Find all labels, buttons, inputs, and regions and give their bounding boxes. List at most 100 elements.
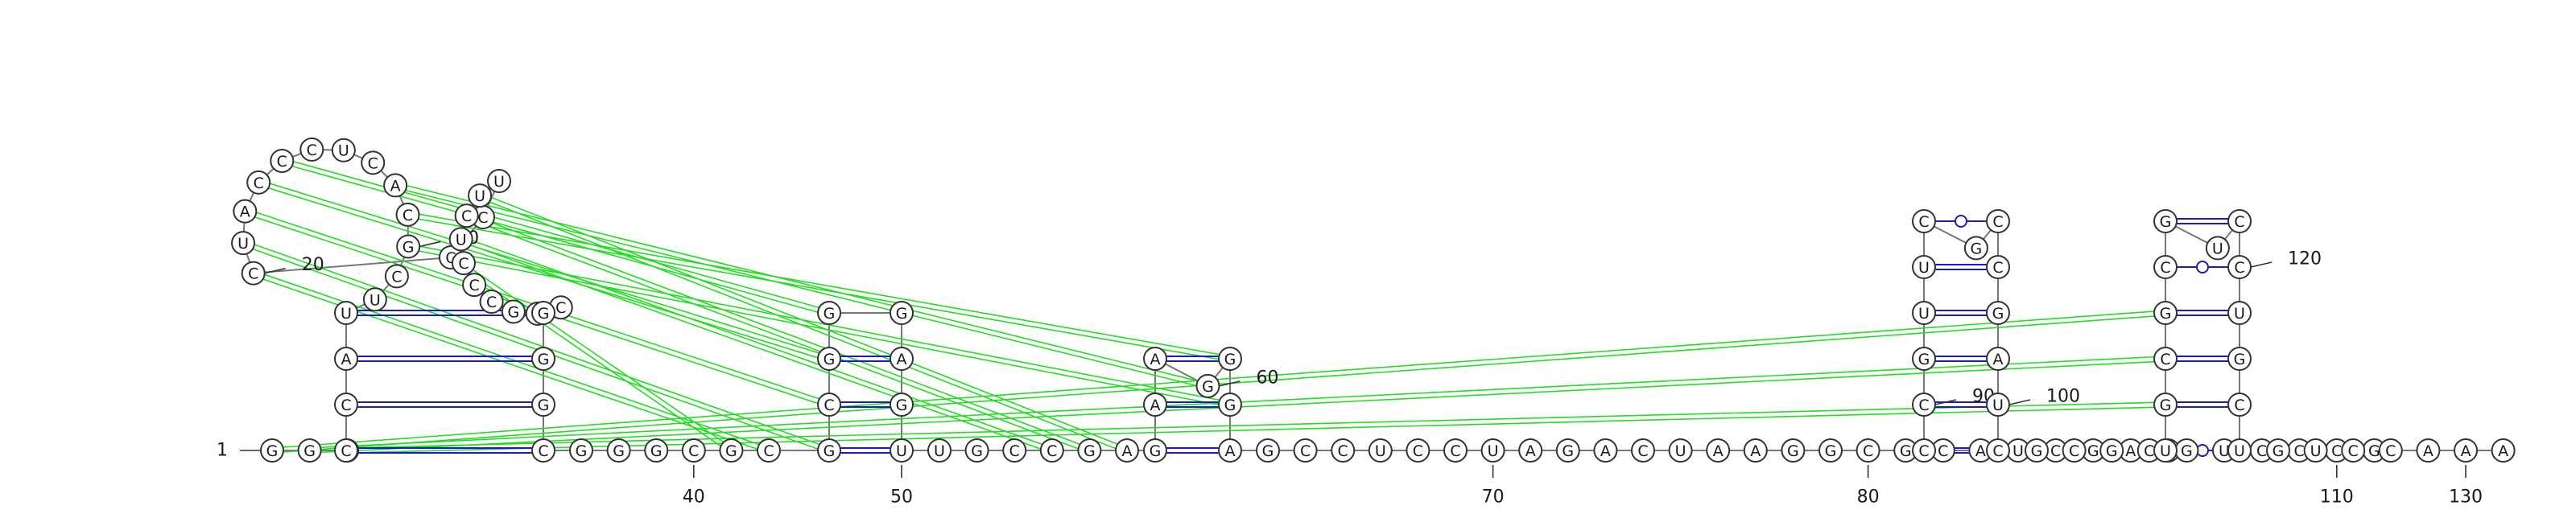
nucleotide-letter: C [538, 442, 548, 460]
nucleotide-letter: G [1224, 351, 1236, 368]
nucleotide-letter: C [477, 209, 488, 227]
number-tick [2008, 399, 2031, 405]
pseudoknot-pair-line [480, 192, 1129, 449]
nucleotide-113: G [2153, 393, 2178, 417]
nucleotide-64: G [1256, 438, 1280, 463]
nucleotide-letter: G [1562, 442, 1574, 460]
nucleotide-61: G [1218, 347, 1242, 371]
nucleotide-38: G [606, 438, 631, 463]
nucleotide-33: G [531, 301, 555, 325]
nucleotide-42: C [757, 438, 781, 463]
nucleotide-circle [362, 287, 387, 312]
nucleotide-1: G [260, 438, 284, 463]
nucleotide-circle [462, 273, 487, 298]
nucleotide-letter: C [763, 442, 774, 460]
nucleotide-circle [531, 301, 555, 325]
nucleotide-75: U [1668, 438, 1693, 463]
nucleotide-circle [260, 438, 284, 463]
nucleotide-circle [531, 393, 555, 417]
nucleotide-letter: G [725, 442, 737, 460]
nucleotide-77: A [1743, 438, 1768, 463]
nucleotide-circle [1631, 438, 1655, 463]
nucleotide-number-label: 130 [2449, 487, 2483, 508]
nucleotide-99: A [1986, 347, 2010, 371]
nucleotide-letter: C [2385, 442, 2396, 460]
nucleotide-letter: G [2087, 442, 2099, 460]
nucleotide-90: C [1912, 393, 1936, 417]
nucleotide-97: C [1986, 255, 2010, 279]
nucleotide-circle [2153, 209, 2178, 233]
nucleotide-25: C [454, 204, 479, 228]
pseudoknot-pair-line [271, 310, 2165, 449]
number-tick [1219, 380, 1241, 387]
nucleotide-circle [334, 301, 358, 325]
nucleotide-circle [2153, 347, 2178, 371]
nucleotide-letter: C [2160, 351, 2170, 368]
nucleotide-43: G [817, 438, 841, 463]
nucleotide-23: U [487, 169, 511, 193]
nucleotide-130: A [2454, 438, 2478, 463]
nucleotide-letter: G [2160, 213, 2172, 231]
nucleotide-letter: G [2031, 442, 2043, 460]
nucleotide-number-label: 1 [217, 441, 228, 461]
nucleotide-letter: C [341, 397, 351, 414]
nucleotide-circle [2227, 393, 2252, 417]
nucleotide-circle [334, 393, 358, 417]
nucleotide-circle [1115, 438, 1139, 463]
nucleotide-letter: C [2234, 397, 2244, 414]
nucleotide-letter: G [1825, 442, 1837, 460]
nucleotide-circle [2416, 438, 2441, 463]
nucleotide-letter: A [390, 177, 401, 195]
nucleotide-circle [890, 393, 914, 417]
nucleotide-53: C [1002, 438, 1027, 463]
nucleotide-letter: C [1300, 442, 1311, 460]
nucleotide-2: G [297, 438, 322, 463]
pseudoknot-pair-line [395, 182, 1209, 384]
nucleotide-116: C [2153, 255, 2178, 279]
nucleotide-circle [1743, 438, 1768, 463]
nucleotide-letter: U [2234, 442, 2245, 460]
nucleotide-letter: G [2234, 351, 2246, 368]
nucleotide-circle [817, 301, 841, 325]
nucleotide-letter: G [1150, 442, 1162, 460]
nucleotide-letter: C [469, 277, 479, 294]
nucleotide-circle [1143, 393, 1167, 417]
nucleotide-letter: C [2294, 442, 2305, 460]
nucleotide-circle [2099, 438, 2124, 463]
nucleotide-letter: G [971, 442, 983, 460]
nucleotide-circle [1818, 438, 1843, 463]
nucleotide-letter: C [307, 142, 317, 159]
number-tick [419, 241, 441, 248]
nucleotide-29: C [479, 290, 504, 315]
nucleotide-circle [1002, 438, 1027, 463]
nucleotide-letter: C [368, 154, 378, 172]
nucleotide-67: U [1368, 438, 1393, 463]
nucleotide-4: C [334, 438, 358, 463]
wobble-pair-marker [1955, 215, 1967, 228]
nucleotide-circle [1912, 301, 1936, 325]
nucleotide-46: G [817, 301, 841, 325]
nucleotide-26: U [448, 227, 473, 252]
nucleotide-letter: G [1262, 442, 1274, 460]
nucleotide-70: U [1480, 438, 1505, 463]
nucleotide-circle [1368, 438, 1393, 463]
nucleotide-128: C [2378, 438, 2403, 463]
nucleotide-circle [1218, 347, 1242, 371]
number-tick [1934, 399, 1957, 405]
nucleotide-circle [384, 264, 409, 289]
nucleotide-letter: A [2498, 442, 2508, 460]
pseudoknot-pair-line [242, 245, 829, 454]
pseudoknot-pair-line [467, 212, 1091, 449]
nucleotide-letter: G [1224, 397, 1236, 414]
nucleotide-letter: C [248, 265, 258, 283]
nucleotide-circle [454, 204, 479, 228]
nucleotide-letter: U [1375, 442, 1386, 460]
nucleotide-letter: G [2273, 442, 2285, 460]
nucleotide-19: U [231, 231, 256, 256]
nucleotide-5: C [334, 393, 358, 417]
nucleotide-number-label: 110 [2320, 487, 2354, 508]
nucleotide-circle [1986, 255, 2010, 279]
nucleotide-letter: C [1992, 213, 2003, 231]
nucleotide-letter: G [508, 303, 520, 321]
nucleotide-87: A [2118, 438, 2143, 463]
